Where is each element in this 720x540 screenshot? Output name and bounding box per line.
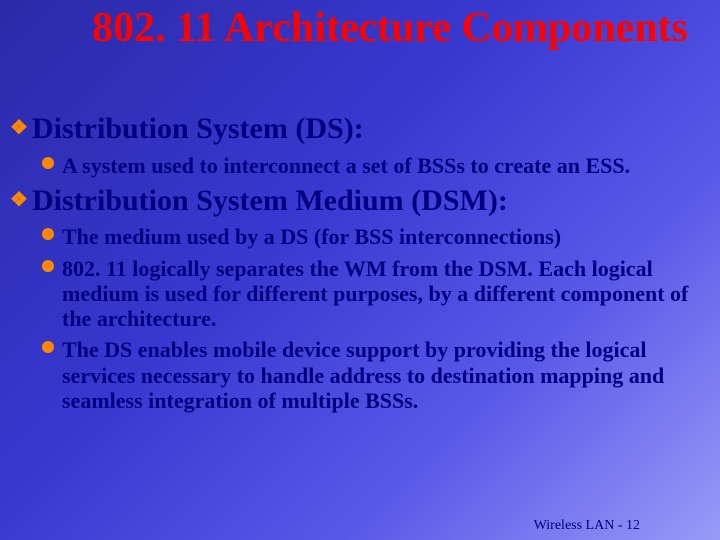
section-heading-text: Distribution System Medium (DSM): bbox=[32, 184, 508, 217]
circle-bullet-icon bbox=[42, 228, 54, 240]
list-item: A system used to interconnect a set of B… bbox=[42, 153, 702, 178]
section-heading-text: Distribution System (DS): bbox=[32, 112, 364, 145]
list-item: The medium used by a DS (for BSS interco… bbox=[42, 224, 702, 249]
circle-bullet-icon bbox=[42, 260, 54, 272]
list-item: The DS enables mobile device support by … bbox=[42, 337, 702, 413]
list-item-text: The medium used by a DS (for BSS interco… bbox=[62, 224, 561, 249]
section-heading: ❖ Distribution System (DS): bbox=[10, 112, 710, 147]
list-item: 802. 11 logically separates the WM from … bbox=[42, 256, 702, 332]
slide-content: ❖ Distribution System (DS): A system use… bbox=[10, 112, 710, 419]
slide-title: 802. 11 Architecture Components bbox=[92, 6, 692, 50]
section-heading: ❖ Distribution System Medium (DSM): bbox=[10, 184, 710, 219]
list-item-text: The DS enables mobile device support by … bbox=[62, 337, 664, 413]
diamond-bullet-icon: ❖ bbox=[10, 190, 28, 210]
circle-bullet-icon bbox=[42, 157, 54, 169]
slide-footer: Wireless LAN - 12 bbox=[534, 518, 640, 534]
slide: 802. 11 Architecture Components ❖ Distri… bbox=[0, 0, 720, 540]
circle-bullet-icon bbox=[42, 341, 54, 353]
diamond-bullet-icon: ❖ bbox=[10, 118, 28, 138]
list-item-text: 802. 11 logically separates the WM from … bbox=[62, 256, 688, 332]
list-item-text: A system used to interconnect a set of B… bbox=[62, 153, 630, 178]
